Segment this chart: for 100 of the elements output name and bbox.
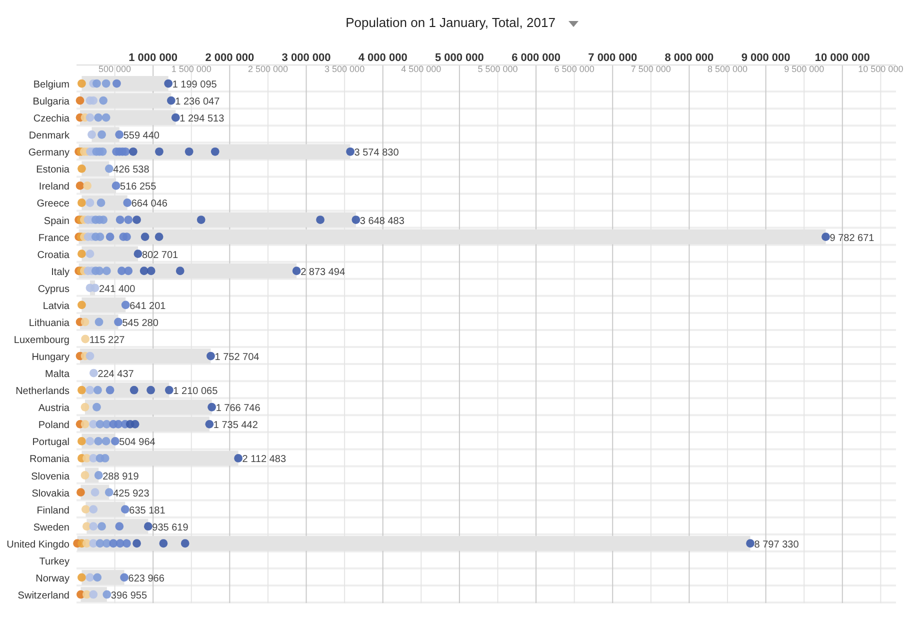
x2-tick-label: 10 500 000 — [858, 64, 904, 74]
point — [123, 198, 132, 207]
x2-tick-label: 8 500 000 — [707, 64, 748, 74]
point — [115, 130, 124, 139]
data-label: 664 046 — [131, 198, 168, 210]
y-tick-label: Finland — [36, 505, 70, 516]
x2-tick-label: 9 500 000 — [784, 64, 824, 74]
x-tick-label: 2 000 000 — [205, 52, 254, 64]
y-tick-label: Slovakia — [32, 488, 70, 500]
x2-tick-label: 5 500 000 — [478, 64, 518, 74]
y-tick-label: Sweden — [33, 522, 70, 534]
y-tick-label: Lithuania — [28, 318, 70, 329]
y-tick-label: Bulgaria — [32, 96, 70, 108]
data-label: 935 619 — [152, 522, 189, 534]
y-tick-label: Slovenia — [31, 471, 70, 482]
x-tick-label: 8 000 000 — [664, 52, 714, 64]
x-tick-label: 10 000 000 — [814, 52, 870, 64]
data-label: 2 112 483 — [242, 454, 286, 466]
y-tick-label: Luxembourg — [14, 335, 70, 346]
x-tick-label: 5 000 000 — [434, 52, 484, 64]
chart-title: Population on 1 January, Total, 2017 — [346, 15, 556, 30]
point — [164, 386, 174, 394]
point — [134, 250, 142, 258]
x2-tick-label: 7 500 000 — [630, 64, 671, 74]
point — [234, 454, 242, 462]
y-tick-label: Ireland — [38, 182, 70, 193]
data-label: 1 199 095 — [172, 80, 218, 91]
y-tick-label: Spain — [44, 216, 70, 227]
x-tick-label: 4 000 000 — [358, 52, 408, 64]
x-tick-label: 7 000 000 — [588, 52, 638, 64]
y-tick-label: Switzerland — [18, 590, 70, 602]
data-label: 1 236 047 — [175, 96, 220, 108]
data-label: 559 440 — [123, 130, 160, 142]
point — [166, 96, 176, 105]
y-tick-label: United Kingdo — [6, 539, 70, 550]
y-tick-label: Romania — [29, 454, 70, 466]
data-label: 504 964 — [119, 437, 156, 448]
y-tick-label: Poland — [38, 420, 70, 432]
data-label: 396 955 — [110, 590, 148, 602]
point — [205, 420, 214, 428]
x-tick-label: 1 000 000 — [128, 52, 178, 64]
data-label: 802 701 — [142, 250, 179, 261]
point — [346, 147, 354, 156]
point — [89, 368, 98, 378]
point — [121, 300, 130, 310]
point — [110, 436, 120, 446]
x2-tick-label: 6 500 000 — [554, 64, 594, 74]
point — [104, 164, 114, 173]
y-tick-label: Denmark — [28, 130, 70, 142]
y-tick-label: Cyprus — [38, 284, 70, 295]
point — [120, 505, 130, 514]
point — [112, 182, 120, 190]
point — [206, 352, 215, 360]
point — [81, 334, 90, 344]
data-label: 224 437 — [98, 369, 134, 380]
data-label: 1 210 065 — [173, 386, 218, 398]
data-label: 545 280 — [122, 318, 159, 329]
point — [208, 402, 216, 412]
x2-tick-label: 500 000 — [98, 64, 132, 74]
y-tick-label: Estonia — [36, 164, 70, 176]
point — [94, 471, 103, 480]
point — [822, 232, 830, 242]
point — [292, 266, 301, 276]
point — [171, 113, 180, 122]
point — [352, 216, 360, 224]
y-tick-label: Croatia — [37, 250, 70, 261]
y-tick-label: Malta — [45, 369, 70, 380]
y-tick-label: Turkey — [39, 556, 70, 568]
point — [114, 318, 122, 326]
point — [104, 488, 114, 496]
data-label: 8 797 330 — [754, 539, 800, 550]
data-label: 425 923 — [113, 488, 150, 500]
data-label: 426 538 — [113, 164, 150, 176]
y-tick-label: Norway — [36, 573, 70, 584]
data-label: 1 735 442 — [213, 420, 258, 432]
y-tick-label: Italy — [51, 266, 70, 278]
x2-tick-label: 2 500 000 — [248, 64, 288, 74]
y-tick-label: Netherlands — [16, 386, 70, 398]
y-tick-label: Germany — [28, 148, 70, 159]
data-label: 623 966 — [128, 573, 165, 584]
y-tick-label: Latvia — [42, 300, 70, 312]
y-tick-label: Greece — [36, 198, 70, 210]
data-label: 3 648 483 — [360, 216, 405, 227]
point — [164, 79, 173, 88]
data-label: 641 201 — [130, 300, 166, 312]
y-tick-label: France — [38, 232, 70, 244]
data-label: 288 919 — [102, 471, 140, 482]
y-tick-label: Austria — [38, 403, 70, 414]
y-tick-label: Belgium — [33, 80, 70, 91]
y-tick-label: Portugal — [32, 437, 70, 448]
data-label: 9 782 671 — [830, 232, 875, 244]
data-label: 1 766 746 — [216, 403, 261, 414]
data-label: 635 181 — [129, 505, 166, 516]
x-tick-label: 6 000 000 — [512, 52, 560, 64]
y-tick-label: Czechia — [33, 114, 70, 125]
data-label: 1 294 513 — [180, 114, 225, 125]
x-tick-label: 3 000 000 — [282, 52, 331, 64]
data-label: 2 873 494 — [300, 266, 346, 278]
x2-tick-label: 1 500 000 — [171, 64, 212, 74]
x2-tick-label: 3 500 000 — [324, 64, 365, 74]
